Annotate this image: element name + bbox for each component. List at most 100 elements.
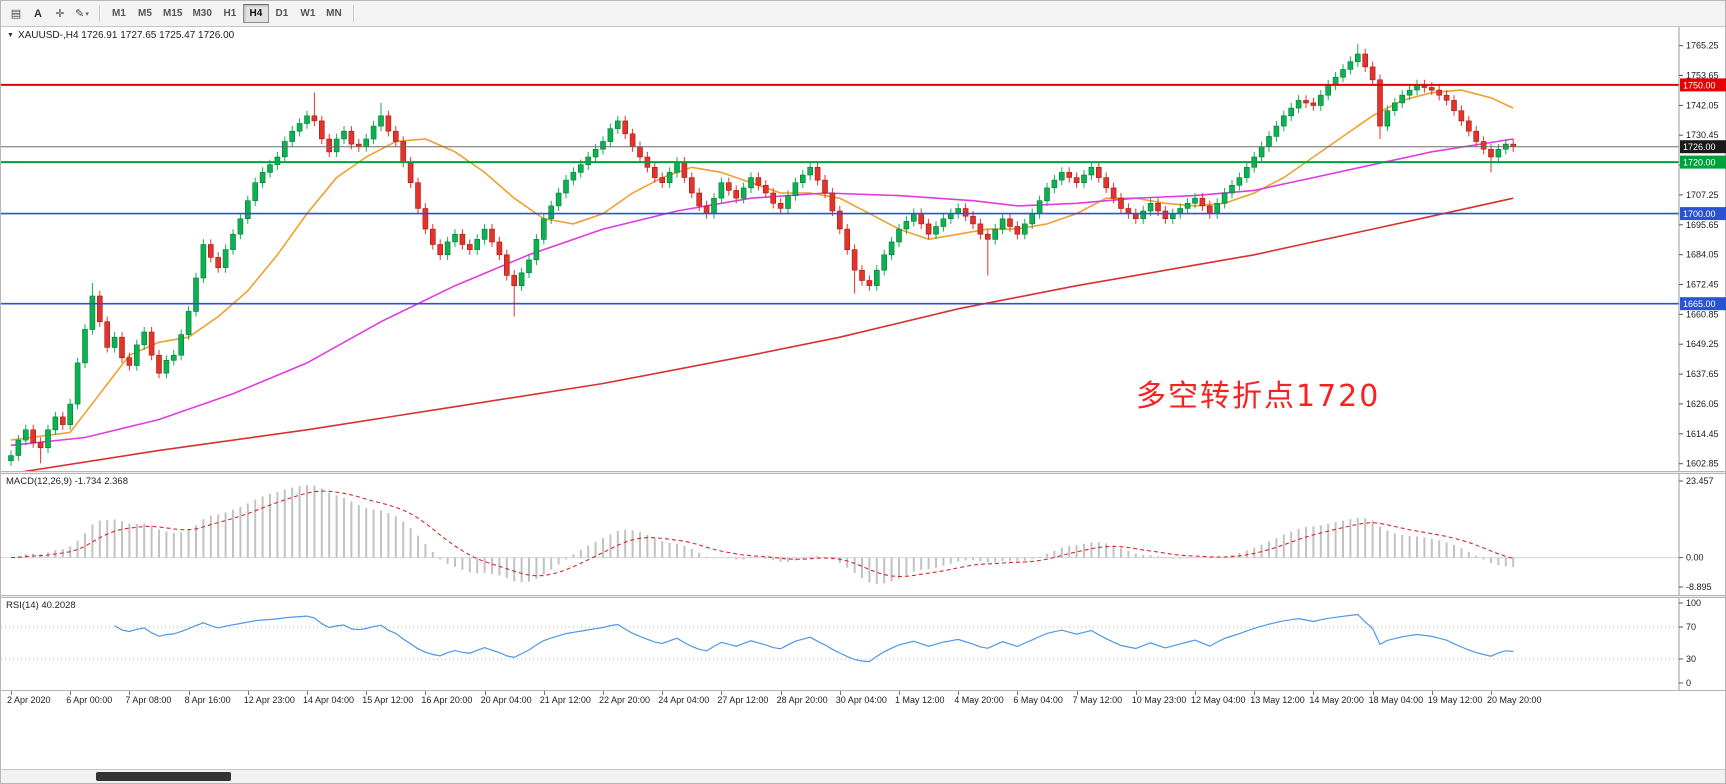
time-label: 10 May 23:00 xyxy=(1131,695,1187,705)
time-label: 30 Apr 04:00 xyxy=(835,695,887,705)
svg-text:1695.65: 1695.65 xyxy=(1686,220,1719,230)
time-label: 21 Apr 12:00 xyxy=(539,695,591,705)
rsi-level-lines xyxy=(1,626,1679,660)
svg-text:100: 100 xyxy=(1686,598,1701,608)
time-label: 1 May 12:00 xyxy=(895,695,945,705)
timeframe-m15-button[interactable]: M15 xyxy=(163,8,183,19)
timeframe-m5-button[interactable]: M5 xyxy=(138,8,152,19)
panel-splitter[interactable] xyxy=(1,471,1725,474)
time-tick xyxy=(188,691,190,695)
svg-text:70: 70 xyxy=(1686,622,1696,632)
svg-text:1614.45: 1614.45 xyxy=(1686,429,1719,439)
timeframe-m1-button[interactable]: M1 xyxy=(112,8,126,19)
svg-text:0: 0 xyxy=(1686,678,1691,688)
svg-text:1765.25: 1765.25 xyxy=(1686,41,1719,51)
symbol-header: ▼ XAUUSD-,H4 1726.91 1727.65 1725.47 172… xyxy=(7,30,234,41)
crosshair-tool-button[interactable]: ✛ xyxy=(49,4,71,24)
svg-text:0.00: 0.00 xyxy=(1686,553,1704,563)
collapse-icon[interactable]: ▼ xyxy=(7,32,14,39)
annotation-text: 多空转折点1720 xyxy=(1136,379,1381,414)
time-tick xyxy=(484,691,486,695)
time-tick xyxy=(721,691,723,695)
time-label: 20 Apr 04:00 xyxy=(480,695,532,705)
time-label: 12 May 04:00 xyxy=(1191,695,1246,705)
rsi-label: RSI(14) 40.2028 xyxy=(6,600,76,611)
toolbar: ▤ A ✛ ✎ ▾ M1 M5 M15 M30 H1 H4 D1 W1 MN xyxy=(1,1,1725,27)
time-label: 19 May 12:00 xyxy=(1427,695,1483,705)
timeframe-d1-button[interactable]: D1 xyxy=(275,8,289,19)
svg-text:1700.00: 1700.00 xyxy=(1683,209,1716,219)
time-tick xyxy=(366,691,368,695)
time-tick xyxy=(1135,691,1137,695)
time-tick xyxy=(1195,691,1196,695)
time-tick xyxy=(839,691,841,695)
svg-text:1707.25: 1707.25 xyxy=(1686,190,1719,200)
main-chart-panel[interactable]: ▼ XAUUSD-,H4 1726.91 1727.65 1725.47 172… xyxy=(1,27,1726,471)
toolbar-tools: ▤ A ✛ ✎ ▾ xyxy=(5,4,93,24)
macd-chart-svg[interactable]: 23.457 0.00 -8.895 xyxy=(1,474,1726,595)
rsi-line xyxy=(114,613,1514,663)
svg-text:30: 30 xyxy=(1686,654,1696,664)
svg-text:1750.00: 1750.00 xyxy=(1683,80,1716,90)
time-label: 18 May 04:00 xyxy=(1368,695,1424,705)
drawing-tools-button[interactable]: ✎ ▾ xyxy=(71,4,93,24)
text-tool-icon: A xyxy=(34,7,42,20)
main-chart-svg[interactable]: 1765.251753.651742.051730.451718.851707.… xyxy=(1,27,1726,471)
time-tick xyxy=(1254,691,1256,695)
time-tick xyxy=(1491,691,1492,695)
time-label: 2 Apr 2020 xyxy=(7,695,51,705)
macd-panel[interactable]: MACD(12,26,9) -1.734 2.368 23.457 0.00 -8.… xyxy=(1,474,1725,595)
svg-text:1684.05: 1684.05 xyxy=(1686,250,1719,260)
price-badges: 1750.00 1726.00 1720.00 1700.00 1665.00 xyxy=(1680,78,1726,311)
time-axis: 2 Apr 2020 6 Apr 00:00 7 Apr 08:00 8 Apr 16… xyxy=(1,690,1725,706)
macd-label: MACD(12,26,9) -1.734 2.368 xyxy=(6,476,128,487)
bottom-bar xyxy=(1,769,1725,783)
timeframe-mn-button[interactable]: MN xyxy=(326,8,342,19)
time-tick xyxy=(247,691,249,695)
rsi-chart-svg[interactable]: 100 70 30 0 xyxy=(1,598,1726,690)
svg-text:1602.85: 1602.85 xyxy=(1686,459,1719,469)
timeframe-m30-button[interactable]: M30 xyxy=(192,8,212,19)
level-lines xyxy=(1,83,1679,305)
time-tick xyxy=(1017,691,1019,695)
svg-text:1626.05: 1626.05 xyxy=(1686,399,1719,409)
caret-down-icon: ▾ xyxy=(85,10,89,18)
svg-text:23.457: 23.457 xyxy=(1686,476,1714,486)
time-label: 8 Apr 16:00 xyxy=(184,695,231,705)
svg-text:1726.00: 1726.00 xyxy=(1683,142,1716,152)
symbol-ohlc-text: XAUUSD-,H4 1726.91 1727.65 1725.47 1726.… xyxy=(17,30,235,41)
rsi-axis: 100 70 30 0 xyxy=(1678,598,1701,690)
time-label: 7 Apr 08:00 xyxy=(125,695,172,705)
time-tick xyxy=(958,691,960,695)
time-tick xyxy=(662,691,664,695)
time-label: 15 Apr 12:00 xyxy=(362,695,414,705)
time-tick xyxy=(1372,691,1374,695)
charts-menu-button[interactable]: ▤ xyxy=(5,4,27,24)
time-tick xyxy=(129,691,131,695)
svg-text:1649.25: 1649.25 xyxy=(1686,339,1719,349)
time-label: 22 Apr 20:00 xyxy=(599,695,651,705)
scrollbar-thumb[interactable] xyxy=(96,772,231,781)
time-label: 28 Apr 20:00 xyxy=(776,695,828,705)
svg-text:1753.65: 1753.65 xyxy=(1686,71,1719,81)
time-label: 24 Apr 04:00 xyxy=(658,695,710,705)
time-label: 6 May 04:00 xyxy=(1013,695,1063,705)
svg-text:1672.45: 1672.45 xyxy=(1686,280,1719,290)
svg-text:1742.05: 1742.05 xyxy=(1686,100,1719,110)
timeframe-h1-button[interactable]: H1 xyxy=(223,8,237,19)
price-axis: 1765.251753.651742.051730.451718.851707.… xyxy=(1678,27,1719,471)
time-label: 14 Apr 04:00 xyxy=(303,695,355,705)
timeframe-w1-button[interactable]: W1 xyxy=(300,8,316,19)
toolbar-separator-2 xyxy=(352,5,354,22)
time-label: 7 May 12:00 xyxy=(1072,695,1123,705)
timeframe-h4-button[interactable]: H4 xyxy=(242,4,269,23)
text-tool-button[interactable]: A xyxy=(27,4,49,24)
rsi-panel[interactable]: RSI(14) 40.2028 100 70 30 0 xyxy=(1,598,1725,690)
svg-text:1730.45: 1730.45 xyxy=(1686,130,1719,140)
crosshair-tool-icon: ✛ xyxy=(55,8,65,20)
time-tick xyxy=(780,691,782,695)
time-label: 12 Apr 23:00 xyxy=(243,695,295,705)
time-tick xyxy=(11,691,12,695)
panel-splitter-2[interactable] xyxy=(1,595,1725,598)
time-tick xyxy=(1313,691,1315,695)
